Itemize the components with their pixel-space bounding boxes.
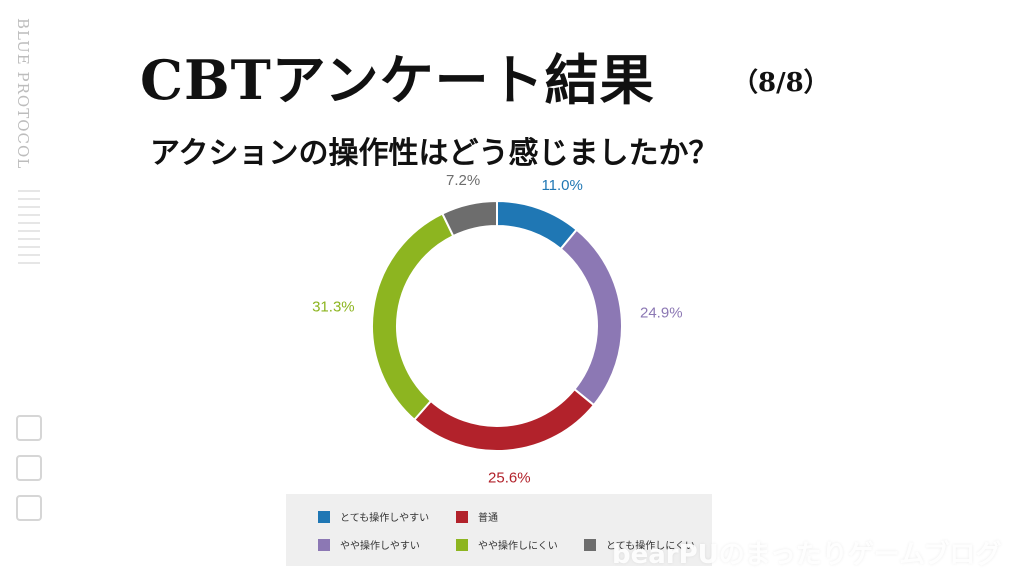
emblem-icon — [16, 415, 42, 441]
chart-legend: とても操作しやすい 普通 やや操作しやすい やや操作しにくい とても操作しにくい — [286, 494, 712, 566]
slice-percent-label: 25.6% — [488, 469, 531, 486]
slide-page-number: （8/8） — [732, 68, 830, 98]
legend-swatch — [456, 510, 468, 523]
slice-percent-label: 11.0% — [541, 177, 582, 194]
side-strip: BLUE PROTOCOL — [0, 0, 58, 576]
side-decoration-lines — [18, 190, 40, 270]
emblem-icon — [16, 495, 42, 521]
emblem-icon — [16, 455, 42, 481]
slice-somewhat-easy — [559, 228, 623, 407]
legend-label: やや操作しやすい — [340, 541, 420, 552]
watermark: bearPUのまったりゲームブログ — [612, 540, 1002, 570]
slice-percent-label: 24.9% — [640, 304, 683, 321]
side-decoration-icons — [16, 415, 42, 535]
legend-label: 普通 — [478, 513, 498, 524]
slice-very-easy — [496, 199, 579, 251]
legend-swatch — [318, 538, 330, 551]
legend-label: とても操作しやすい — [340, 513, 430, 524]
legend-item-very-hard: とても操作しにくい — [584, 537, 695, 552]
slice-very-hard — [441, 199, 498, 238]
donut-slices — [371, 199, 623, 452]
side-logo: BLUE PROTOCOL — [14, 18, 32, 170]
legend-swatch — [584, 538, 596, 551]
survey-question: アクションの操作性はどう感じましたか？ — [150, 136, 719, 171]
legend-item-normal: 普通 — [456, 509, 498, 524]
donut-slice-labels: 11.0% 24.9% 25.6% 31.3% 7.2% — [312, 172, 682, 487]
legend-swatch — [318, 510, 330, 523]
slice-percent-label: 31.3% — [312, 299, 355, 316]
legend-item-somewhat-hard: やや操作しにくい — [456, 537, 558, 552]
slice-normal — [412, 387, 596, 452]
legend-item-very-easy: とても操作しやすい — [318, 509, 429, 524]
legend-label: とても操作しにくい — [606, 541, 695, 552]
slide-title: CBTアンケート結果 — [140, 48, 655, 112]
legend-item-somewhat-easy: やや操作しやすい — [318, 537, 420, 552]
legend-label: やや操作しにくい — [478, 541, 558, 552]
legend-swatch — [456, 538, 468, 551]
slice-somewhat-hard — [371, 212, 455, 422]
slice-percent-label: 7.2% — [446, 172, 480, 189]
